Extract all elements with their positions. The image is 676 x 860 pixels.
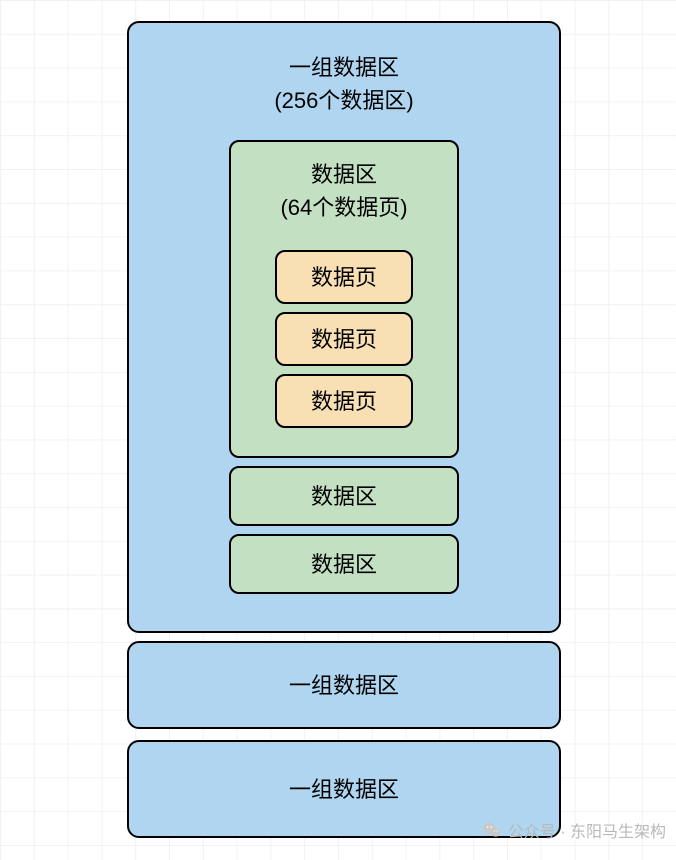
zone-extra: 数据区 xyxy=(229,534,459,594)
group-extra-label: 一组数据区 xyxy=(289,669,399,702)
zone-extra-label: 数据区 xyxy=(311,480,377,513)
watermark-text: 公众号 · 东阳马生架构 xyxy=(508,818,666,842)
group-extra: 一组数据区 xyxy=(127,641,561,729)
data-page-label: 数据页 xyxy=(311,261,377,294)
watermark: 公众号 · 东阳马生架构 xyxy=(482,818,666,842)
zone-extra: 数据区 xyxy=(229,466,459,526)
wechat-icon xyxy=(482,820,502,840)
group-extra-label: 一组数据区 xyxy=(289,773,399,806)
data-page-label: 数据页 xyxy=(311,385,377,418)
zone-main-title-line2: (64个数据页) xyxy=(280,191,407,224)
data-page: 数据页 xyxy=(275,374,413,428)
data-page: 数据页 xyxy=(275,312,413,366)
group-main-title-line1: 一组数据区 xyxy=(274,51,413,84)
zone-main-title-line1: 数据区 xyxy=(280,158,407,191)
data-page-label: 数据页 xyxy=(311,323,377,356)
zone-extra-label: 数据区 xyxy=(311,548,377,581)
group-main-title: 一组数据区 (256个数据区) xyxy=(274,51,413,117)
data-page: 数据页 xyxy=(275,250,413,304)
group-main-title-line2: (256个数据区) xyxy=(274,84,413,117)
diagram-canvas: 一组数据区 (256个数据区) 数据区 (64个数据页) 数据页 数据页 数据页… xyxy=(0,0,676,860)
zone-main-title: 数据区 (64个数据页) xyxy=(280,158,407,224)
